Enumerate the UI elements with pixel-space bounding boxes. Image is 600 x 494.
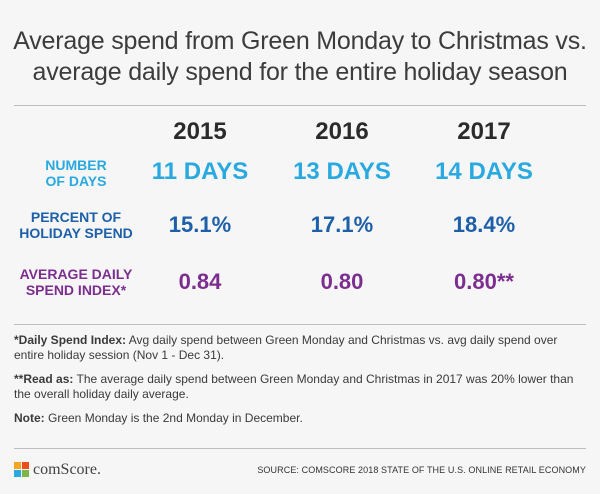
footnote-term: Note: xyxy=(14,411,45,425)
footnote-text: Avg daily spend between Green Monday and… xyxy=(14,333,558,362)
comscore-logo-icon xyxy=(14,462,30,478)
year-header-2017: 2017 xyxy=(457,118,511,145)
divider-bottom xyxy=(14,448,586,449)
row-label-line: NUMBER xyxy=(45,157,107,173)
footnote-note: Note: Green Monday is the 2nd Monday in … xyxy=(14,411,589,426)
title-line-1: Average spend from Green Monday to Chris… xyxy=(13,27,587,55)
title-line-2: average daily spend for the entire holid… xyxy=(32,58,568,86)
chart-title: Average spend from Green Monday to Chris… xyxy=(0,26,600,88)
row-label-line: SPEND INDEX* xyxy=(25,282,127,298)
row-label-line: PERCENT OF xyxy=(30,209,122,225)
footnote-term: **Read as: xyxy=(14,372,74,386)
percent-2017: 18.4% xyxy=(452,212,516,237)
comscore-logo-text: comScore. xyxy=(33,461,101,478)
percent-2015: 15.1% xyxy=(168,212,232,237)
comscore-logo: comScore. xyxy=(14,459,101,481)
row-label-line: AVERAGE DAILY xyxy=(19,266,133,282)
index-2017: 0.80** xyxy=(454,269,514,294)
year-header-2016: 2016 xyxy=(315,118,369,145)
row-label-line: OF DAYS xyxy=(45,173,107,189)
source-note: SOURCE: COMSCORE 2018 STATE OF THE U.S. … xyxy=(257,465,586,475)
divider-top xyxy=(14,105,586,106)
row-label-percent-of-holiday-spend: PERCENT OF HOLIDAY SPEND xyxy=(14,209,138,241)
percent-2016: 17.1% xyxy=(310,212,374,237)
days-2016: 13 DAYS xyxy=(293,158,391,185)
index-2015: 0.84 xyxy=(178,269,222,294)
days-2017: 14 DAYS xyxy=(435,158,533,185)
row-label-average-daily-spend-index: AVERAGE DAILY SPEND INDEX* xyxy=(14,266,138,298)
row-label-line: HOLIDAY SPEND xyxy=(19,225,133,241)
divider-middle xyxy=(14,324,586,325)
footnote-text: The average daily spend between Green Mo… xyxy=(14,372,574,401)
index-2016: 0.80 xyxy=(320,269,364,294)
footnotes: *Daily Spend Index: Avg daily spend betw… xyxy=(14,333,589,435)
footnote-read-as: **Read as: The average daily spend betwe… xyxy=(14,372,589,402)
footnote-term: *Daily Spend Index: xyxy=(14,333,127,347)
footnote-daily-spend-index: *Daily Spend Index: Avg daily spend betw… xyxy=(14,333,589,363)
footnote-text: Green Monday is the 2nd Monday in Decemb… xyxy=(44,411,303,425)
row-label-number-of-days: NUMBER OF DAYS xyxy=(14,157,138,189)
days-2015: 11 DAYS xyxy=(151,158,249,185)
year-header-2015: 2015 xyxy=(173,118,227,145)
